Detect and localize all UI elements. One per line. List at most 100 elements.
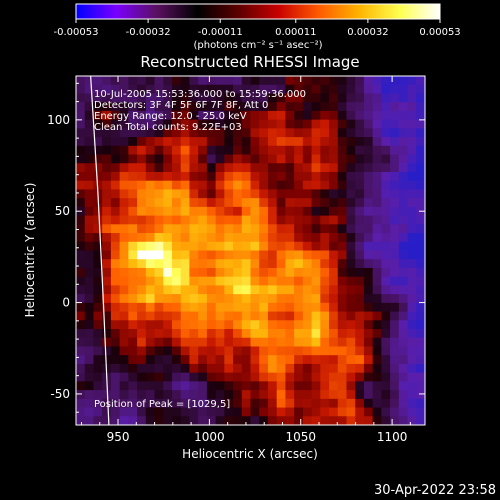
heatmap-cell (346, 302, 356, 313)
heatmap-cell (259, 163, 269, 173)
heatmap-cell (198, 198, 208, 208)
heatmap-cell (180, 137, 191, 147)
heatmap-cell (224, 145, 234, 156)
heatmap-cell (93, 241, 103, 252)
heatmap-cell (329, 119, 339, 129)
heatmap-cell (154, 76, 164, 86)
heatmap-cell (198, 337, 208, 348)
heatmap-cell (206, 137, 217, 147)
heatmap-cell (407, 276, 417, 286)
heatmap-cell (180, 372, 191, 382)
heatmap-cell (137, 372, 147, 382)
heatmap-cell (285, 206, 295, 217)
heatmap-cell (171, 267, 182, 278)
heatmap-cell (171, 390, 182, 400)
heatmap-cell (171, 363, 182, 374)
heatmap-cell (137, 267, 147, 278)
heatmap-cell (320, 407, 330, 417)
heatmap-cell (381, 381, 391, 391)
heatmap-cell (381, 145, 391, 156)
heatmap-cell (198, 407, 208, 417)
heatmap-cell (250, 224, 260, 234)
heatmap-cell (346, 346, 356, 356)
heatmap-cell (233, 398, 243, 409)
heatmap-cell (241, 128, 252, 138)
heatmap-cell (250, 285, 260, 295)
heatmap-cell (250, 381, 260, 391)
heatmap-cell (154, 267, 164, 278)
heatmap-cell (355, 163, 365, 173)
heatmap-cell (180, 381, 191, 391)
heatmap-cell (137, 337, 147, 348)
heatmap-cell (224, 137, 234, 147)
heatmap-cell (346, 84, 356, 95)
heatmap-cell (233, 329, 243, 339)
heatmap-cell (171, 145, 182, 156)
heatmap-cell (76, 189, 86, 199)
heatmap-cell (416, 294, 425, 304)
heatmap-cell (119, 171, 129, 182)
heatmap-cell (128, 372, 138, 382)
heatmap-cell (311, 119, 321, 129)
heatmap-cell (119, 224, 129, 234)
heatmap-cell (363, 233, 374, 243)
heatmap-cell (416, 381, 425, 391)
heatmap-cell (363, 84, 374, 95)
heatmap-cell (294, 241, 304, 252)
annotation-counts: Clean Total counts: 9.22E+03 (94, 122, 242, 133)
heatmap-cell (206, 355, 217, 365)
heatmap-cell (329, 76, 339, 86)
heatmap-cell (355, 355, 365, 365)
heatmap-cell (294, 381, 304, 391)
heatmap-cell (102, 189, 112, 199)
heatmap-cell (84, 276, 95, 286)
heatmap-cell (355, 311, 365, 321)
heatmap-cell (119, 241, 129, 252)
heatmap-cell (294, 84, 304, 95)
heatmap-cell (224, 241, 234, 252)
heatmap-cell (84, 346, 95, 356)
heatmap-cell (119, 363, 129, 374)
heatmap-cell (311, 241, 321, 252)
heatmap-cell (381, 416, 391, 425)
heatmap-cell (267, 224, 278, 234)
heatmap-cell (372, 206, 382, 217)
heatmap-cell (102, 329, 112, 339)
heatmap-cell (189, 398, 199, 409)
heatmap-cell (198, 241, 208, 252)
heatmap-cell (302, 128, 313, 138)
heatmap-cell (259, 381, 269, 391)
heatmap-cell (302, 145, 313, 156)
heatmap-cell (180, 215, 191, 225)
heatmap-cell (171, 381, 182, 391)
heatmap-cell (233, 372, 243, 382)
heatmap-cell (189, 110, 199, 121)
y-tick-label: 0 (62, 296, 70, 310)
heatmap-cell (110, 355, 121, 365)
heatmap-cell (390, 276, 400, 286)
heatmap-cell (163, 84, 173, 95)
heatmap-cell (355, 93, 365, 103)
heatmap-cell (390, 76, 400, 86)
heatmap-cell (171, 171, 182, 182)
heatmap-cell (363, 329, 374, 339)
heatmap-cell (363, 102, 374, 112)
heatmap-cell (102, 171, 112, 182)
heatmap-cell (171, 189, 182, 199)
heatmap-cell (285, 381, 295, 391)
heatmap-cell (372, 171, 382, 182)
heatmap-cell (416, 102, 425, 112)
heatmap-cell (154, 294, 164, 304)
heatmap-cell (337, 102, 348, 112)
heatmap-cell (372, 337, 382, 348)
heatmap-cell (171, 276, 182, 286)
heatmap-cell (84, 180, 95, 191)
heatmap-cell (215, 189, 225, 199)
heatmap-cell (294, 329, 304, 339)
heatmap-cell (294, 163, 304, 173)
heatmap-cell (93, 346, 103, 356)
heatmap-cell (337, 302, 348, 313)
heatmap-cell (145, 355, 156, 365)
heatmap-cell (93, 311, 103, 321)
heatmap-cell (198, 76, 208, 86)
